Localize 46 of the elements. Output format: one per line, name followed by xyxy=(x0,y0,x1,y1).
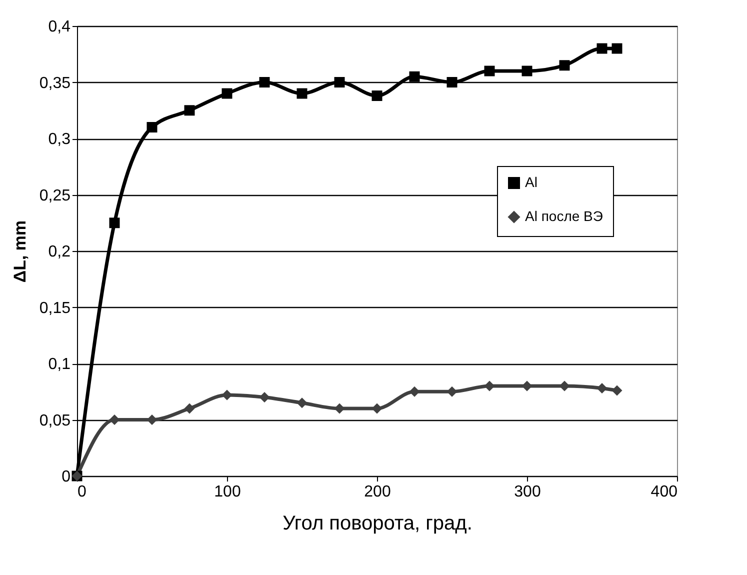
point xyxy=(484,380,495,392)
x-tick-label: 300 xyxy=(514,484,541,500)
y-tick-label: 0,15 xyxy=(39,300,71,317)
point xyxy=(372,90,382,101)
point xyxy=(409,386,420,397)
x-tick-label: 100 xyxy=(214,484,241,500)
y-tick-label: 0,3 xyxy=(48,131,71,148)
y-tick-label: 0,1 xyxy=(48,356,71,373)
point xyxy=(146,122,158,132)
y-axis-title: ΔL, mm xyxy=(10,220,30,283)
point xyxy=(334,403,345,414)
point xyxy=(184,403,195,414)
point xyxy=(109,218,120,228)
point xyxy=(259,392,270,402)
point xyxy=(446,77,458,88)
point xyxy=(559,380,570,392)
point xyxy=(222,88,232,99)
point xyxy=(372,403,382,414)
point xyxy=(559,60,570,71)
point xyxy=(259,77,270,88)
y-tick-label: 0,05 xyxy=(39,412,71,430)
legend-label: Al после ВЭ xyxy=(525,208,603,224)
point xyxy=(612,43,622,54)
y-tick-label: 0,35 xyxy=(39,74,71,92)
x-axis-title: Угол поворота, град. xyxy=(282,512,472,534)
point xyxy=(484,66,495,76)
point xyxy=(446,386,458,397)
x-tick-label: 0 xyxy=(78,484,86,500)
point xyxy=(184,105,195,116)
x-tick-label: 200 xyxy=(364,484,391,500)
point xyxy=(409,71,420,82)
y-tick-label: 0,4 xyxy=(48,18,71,36)
point xyxy=(296,398,308,408)
point xyxy=(522,66,532,76)
point xyxy=(596,43,608,54)
point xyxy=(596,383,608,394)
point xyxy=(296,88,308,99)
point xyxy=(222,390,232,400)
legend-label: Al xyxy=(525,174,538,190)
y-tick-label: 0,2 xyxy=(48,244,71,260)
point xyxy=(334,77,345,88)
point xyxy=(612,385,622,396)
point xyxy=(522,380,532,392)
y-tick-label: 0 xyxy=(62,468,71,486)
y-tick-label: 0,25 xyxy=(39,187,71,204)
x-tick-label: 400 xyxy=(650,484,678,500)
